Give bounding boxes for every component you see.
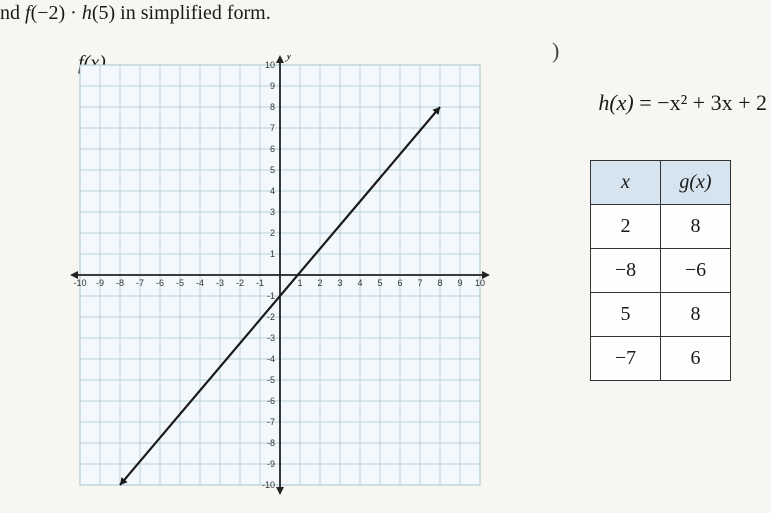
svg-text:9: 9 xyxy=(457,278,462,288)
svg-text:-9: -9 xyxy=(267,459,275,469)
svg-text:-5: -5 xyxy=(176,278,184,288)
svg-text:1: 1 xyxy=(297,278,302,288)
svg-text:1: 1 xyxy=(270,249,275,259)
svg-text:3: 3 xyxy=(270,207,275,217)
svg-text:5: 5 xyxy=(377,278,382,288)
cell-gx: 8 xyxy=(661,293,731,337)
svg-text:-2: -2 xyxy=(236,278,244,288)
graph-svg: -10 -9 -8 -7 -6 -5 -4 -3 -2 -1 1 2 3 4 5 6 7 8 9 10 1 2 3 4 5 6 7 8… xyxy=(70,55,490,495)
svg-text:7: 7 xyxy=(417,278,422,288)
svg-text:-4: -4 xyxy=(196,278,204,288)
cell-x: −7 xyxy=(591,337,661,381)
svg-text:-9: -9 xyxy=(96,278,104,288)
svg-text:-8: -8 xyxy=(116,278,124,288)
svg-text:-10: -10 xyxy=(73,278,86,288)
table-header-row: x g(x) xyxy=(591,161,731,205)
svg-text:7: 7 xyxy=(270,123,275,133)
cell-x: 2 xyxy=(591,205,661,249)
svg-text:-3: -3 xyxy=(216,278,224,288)
svg-text:10: 10 xyxy=(475,278,485,288)
svg-text:2: 2 xyxy=(270,228,275,238)
svg-text:10: 10 xyxy=(265,60,275,70)
hx-lhs: h(x) xyxy=(598,90,633,115)
svg-text:-4: -4 xyxy=(267,354,275,364)
cell-gx: −6 xyxy=(661,249,731,293)
svg-text:4: 4 xyxy=(357,278,362,288)
prompt-farg: (−2) xyxy=(31,2,66,24)
prompt-suffix: in simplified form. xyxy=(115,2,271,24)
svg-text:-7: -7 xyxy=(267,417,275,427)
svg-text:-1: -1 xyxy=(256,278,264,288)
svg-text:2: 2 xyxy=(317,278,322,288)
header-x: x xyxy=(591,161,661,205)
prompt-dot: · xyxy=(65,2,82,24)
prompt-prefix: nd xyxy=(0,2,25,24)
svg-text:-7: -7 xyxy=(136,278,144,288)
svg-text:-8: -8 xyxy=(267,438,275,448)
svg-text:-3: -3 xyxy=(267,333,275,343)
svg-text:-1: -1 xyxy=(267,291,275,301)
svg-text:6: 6 xyxy=(397,278,402,288)
cell-x: −8 xyxy=(591,249,661,293)
table-row: −7 6 xyxy=(591,337,731,381)
svg-text:5: 5 xyxy=(270,165,275,175)
cell-gx: 6 xyxy=(661,337,731,381)
svg-text:3: 3 xyxy=(337,278,342,288)
svg-text:-6: -6 xyxy=(156,278,164,288)
table-row: −8 −6 xyxy=(591,249,731,293)
svg-text:4: 4 xyxy=(270,186,275,196)
cell-gx: 8 xyxy=(661,205,731,249)
svg-text:-5: -5 xyxy=(267,375,275,385)
table-row: 2 8 xyxy=(591,205,731,249)
svg-text:8: 8 xyxy=(437,278,442,288)
hand-mark: ) xyxy=(552,38,559,64)
table-row: 5 8 xyxy=(591,293,731,337)
hx-rhs: = −x² + 3x + 2 xyxy=(634,90,767,115)
svg-text:x: x xyxy=(489,257,490,272)
svg-text:-2: -2 xyxy=(267,312,275,322)
svg-text:-10: -10 xyxy=(262,480,275,490)
cell-x: 5 xyxy=(591,293,661,337)
question-prompt: nd f(−2) · h(5) in simplified form. xyxy=(0,2,271,25)
prompt-h: h xyxy=(82,2,92,24)
svg-text:8: 8 xyxy=(270,102,275,112)
svg-text:9: 9 xyxy=(270,81,275,91)
hx-equation: h(x) = −x² + 3x + 2 xyxy=(598,90,767,116)
graph-fx: -10 -9 -8 -7 -6 -5 -4 -3 -2 -1 1 2 3 4 5 6 7 8 9 10 1 2 3 4 5 6 7 8… xyxy=(70,55,490,495)
prompt-harg: (5) xyxy=(92,2,115,24)
g-table: x g(x) 2 8 −8 −6 5 8 −7 6 xyxy=(590,160,731,381)
svg-text:y: y xyxy=(284,55,292,62)
svg-text:-6: -6 xyxy=(267,396,275,406)
header-gx: g(x) xyxy=(661,161,731,205)
svg-text:6: 6 xyxy=(270,144,275,154)
